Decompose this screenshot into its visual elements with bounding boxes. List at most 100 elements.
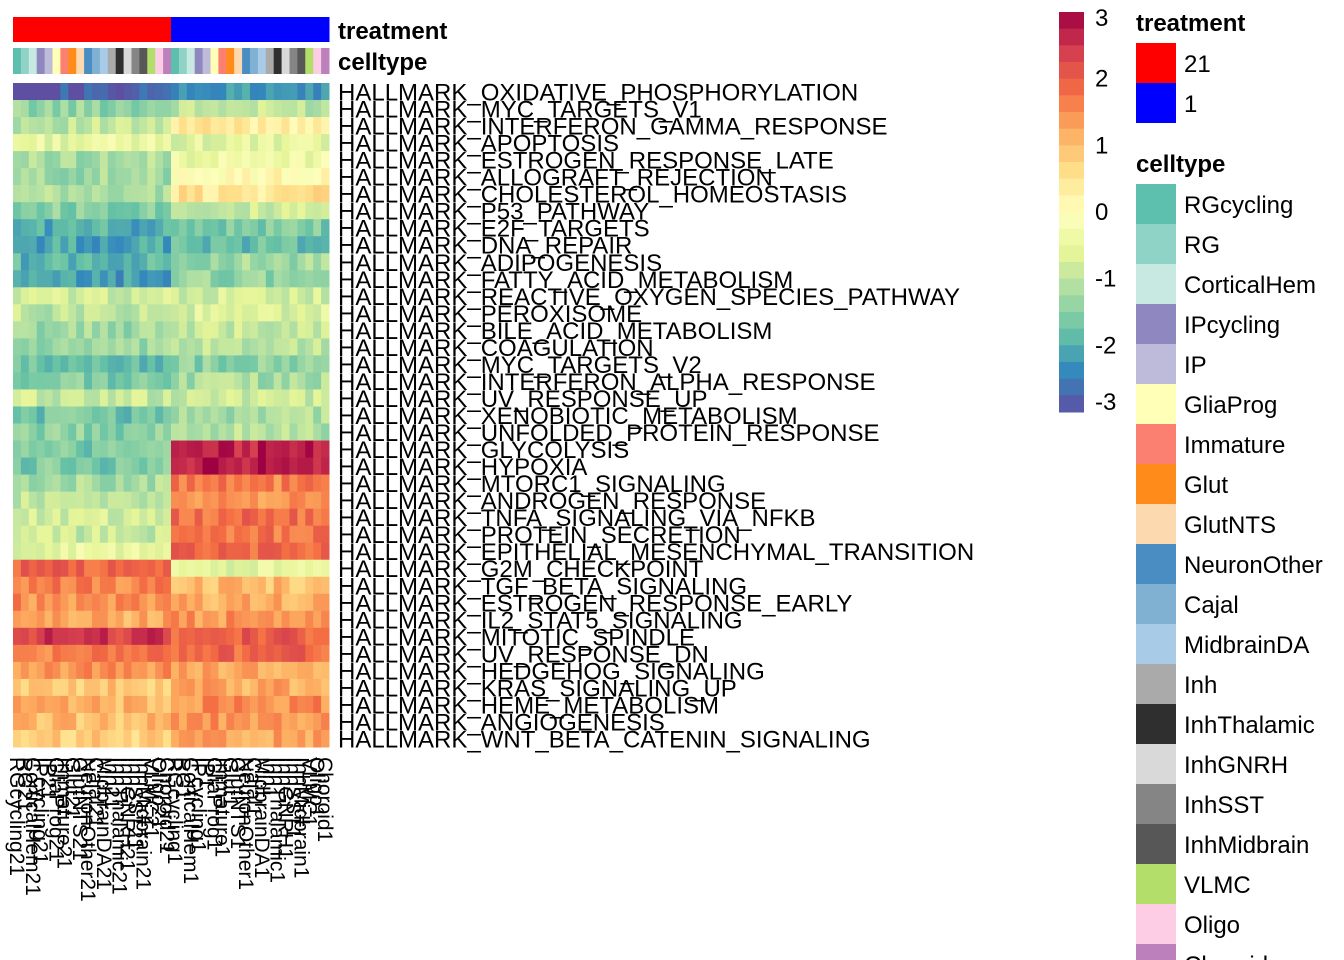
heatmap-cell: [234, 627, 243, 646]
treatment-cell: [155, 17, 164, 42]
heatmap-cell: [28, 525, 38, 544]
heatmap-cell: [305, 440, 314, 459]
heatmap-cell: [84, 678, 93, 697]
celltype-legend-label: Inh: [1184, 672, 1217, 699]
row-label: HALLMARK_INTERFERON_GAMMA_RESPONSE: [338, 114, 887, 141]
heatmap-cell: [218, 83, 227, 101]
row-label: HALLMARK_MTORC1_SIGNALING: [338, 471, 726, 498]
heatmap-cell: [20, 236, 30, 254]
heatmap-cell: [115, 117, 125, 135]
heatmap-cell: [20, 695, 30, 714]
heatmap-cell: [289, 168, 298, 186]
heatmap-cell: [234, 253, 243, 271]
heatmap-cell: [123, 134, 132, 152]
heatmap-cell: [218, 270, 227, 288]
celltype-cell: [273, 48, 283, 74]
heatmap-cell: [13, 491, 22, 510]
heatmap-cell: [273, 678, 283, 697]
celltype-legend-swatch: [1136, 784, 1176, 824]
heatmap-cell: [147, 542, 156, 561]
heatmap-cell: [76, 559, 85, 578]
celltype-legend-swatch: [1136, 384, 1176, 424]
heatmap-cell: [147, 202, 156, 220]
heatmap-cell: [99, 168, 109, 186]
heatmap-cell: [92, 83, 101, 101]
heatmap-cell: [210, 729, 219, 748]
heatmap-cell: [115, 712, 125, 731]
celltype-cell: [289, 48, 298, 74]
heatmap-cell: [131, 610, 140, 629]
heatmap-cell: [273, 338, 283, 356]
heatmap-cell: [28, 168, 38, 186]
heatmap-cell: [202, 644, 211, 663]
heatmap-cell: [257, 219, 267, 237]
heatmap-cell: [234, 593, 243, 612]
heatmap-cell: [281, 661, 290, 680]
heatmap-cell: [13, 117, 22, 135]
heatmap-cell: [163, 202, 172, 220]
heatmap-cell: [139, 253, 148, 271]
heatmap-cell: [281, 644, 290, 663]
heatmap-cell: [123, 695, 132, 714]
heatmap-cell: [289, 202, 298, 220]
treatment-cell: [13, 17, 22, 42]
heatmap-cell: [68, 440, 77, 459]
celltype-legend-label: Glut: [1184, 472, 1228, 499]
heatmap-cell: [44, 525, 53, 544]
heatmap-cell: [92, 389, 101, 407]
heatmap-cell: [107, 559, 117, 578]
heatmap-cell: [92, 236, 101, 254]
heatmap-cell: [163, 100, 172, 118]
heatmap-cell: [226, 423, 235, 442]
heatmap-cell: [20, 610, 30, 629]
heatmap-cell: [210, 117, 219, 135]
heatmap-cell: [289, 559, 298, 578]
heatmap-cell: [226, 287, 235, 305]
heatmap-cell: [107, 185, 117, 203]
heatmap-cell: [163, 644, 172, 663]
heatmap-cell: [131, 695, 140, 714]
heatmap-cell: [20, 355, 30, 373]
heatmap-cell: [202, 627, 211, 646]
heatmap-cell: [123, 202, 132, 220]
heatmap-cell: [147, 678, 156, 697]
heatmap-cell: [250, 661, 259, 680]
heatmap-cell: [171, 304, 180, 322]
heatmap-cell: [242, 151, 251, 169]
heatmap-cell: [84, 610, 93, 629]
heatmap-cell: [13, 457, 22, 476]
column-label: GlutNTS1: [226, 757, 249, 849]
heatmap-cell: [171, 355, 180, 373]
heatmap-cell: [84, 372, 93, 390]
heatmap-cell: [265, 117, 275, 135]
color-scale-step: [1059, 295, 1084, 313]
heatmap-cell: [115, 457, 125, 476]
heatmap-cell: [123, 406, 132, 425]
heatmap-cell: [218, 151, 227, 169]
heatmap-cell: [202, 83, 211, 101]
heatmap-cell: [92, 304, 101, 322]
heatmap-cell: [297, 508, 306, 527]
heatmap-cell: [44, 253, 53, 271]
heatmap-cell: [305, 83, 314, 101]
heatmap-cell: [163, 627, 172, 646]
celltype-legend-swatch: [1136, 584, 1176, 624]
heatmap-cell: [186, 440, 196, 459]
heatmap-cell: [305, 627, 314, 646]
heatmap-cell: [52, 627, 61, 646]
heatmap-cell: [178, 610, 188, 629]
heatmap-cell: [28, 117, 38, 135]
heatmap-cell: [76, 134, 85, 152]
heatmap-cell: [147, 576, 156, 595]
heatmap-cell: [84, 134, 93, 152]
celltype-legend-swatch: [1136, 664, 1176, 704]
treatment-cell: [178, 17, 188, 42]
heatmap-cell: [178, 644, 188, 663]
heatmap-cell: [76, 712, 85, 731]
heatmap-cell: [171, 491, 180, 510]
heatmap-cell: [218, 406, 227, 425]
heatmap-cell: [186, 389, 196, 407]
heatmap-cell: [131, 576, 140, 595]
column-label: Glut21: [60, 757, 83, 819]
heatmap-cell: [115, 491, 125, 510]
